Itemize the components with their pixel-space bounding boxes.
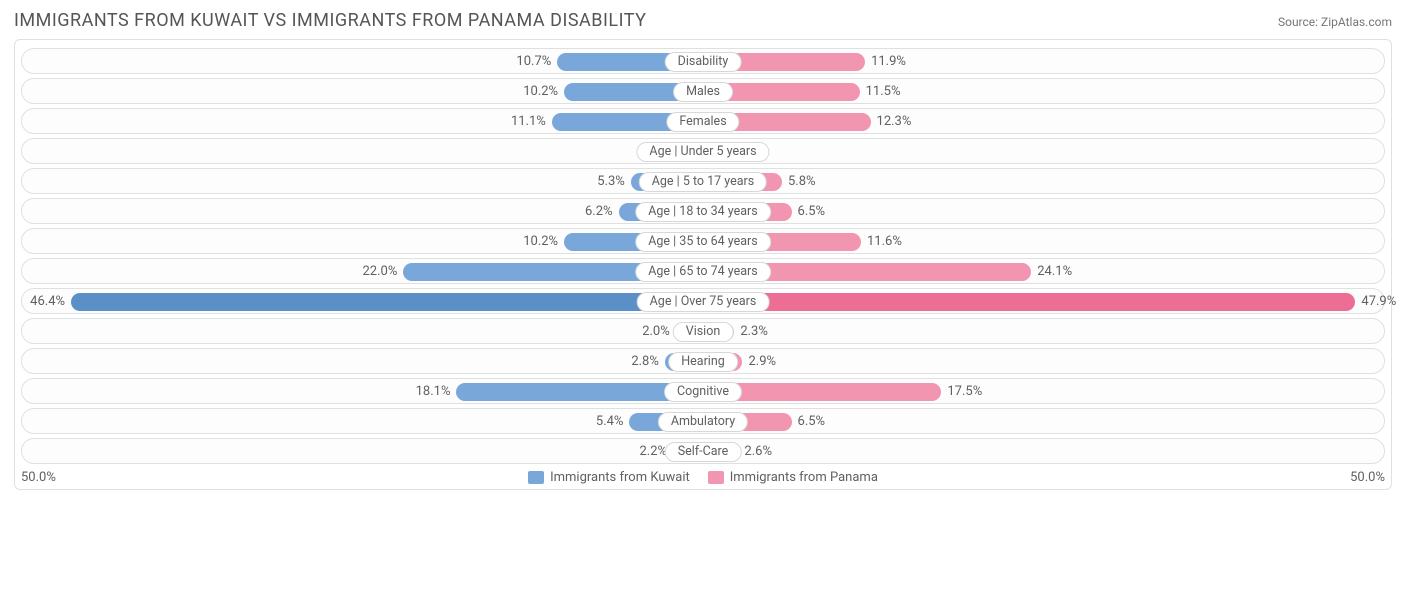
axis-max-left: 50.0% [21,470,56,485]
value-label-left: 22.0% [363,259,398,285]
value-label-right: 2.3% [740,319,768,345]
chart-row: 5.3% 5.8% Age | 5 to 17 years [15,166,1391,196]
axis-max-right: 50.0% [1350,470,1385,485]
chart-row: 2.2% 2.6%Self-Care [15,436,1391,466]
chart-row: 10.7% 11.9% Disability [15,46,1391,76]
value-label-left: 10.2% [523,79,558,105]
value-label-right: 2.9% [748,349,776,375]
chart-row-track: 2.2% 2.6%Self-Care [21,438,1385,464]
chart-row: 10.2% 11.5% Males [15,76,1391,106]
chart-title: IMMIGRANTS FROM KUWAIT VS IMMIGRANTS FRO… [14,10,646,31]
value-label-left: 2.2% [639,439,667,465]
chart-row-track: 10.2% 11.5% Males [21,78,1385,104]
value-label-left: 2.0% [642,319,670,345]
category-label: Age | Over 75 years [637,292,770,312]
chart-source: Source: ZipAtlas.com [1278,15,1392,29]
value-label-left: 46.4% [30,289,65,315]
chart-row-track: 46.4%47.9%Age | Over 75 years [21,288,1385,314]
chart-row: 22.0% 24.1% Age | 65 to 74 years [15,256,1391,286]
bar-right [703,293,1355,311]
chart-row-track: 18.1% 17.5% Cognitive [21,378,1385,404]
chart-row: 6.2% 6.5% Age | 18 to 34 years [15,196,1391,226]
legend-swatch [528,471,544,484]
chart-row-track: 2.0% 2.3% Vision [21,318,1385,344]
chart-row-track: 2.8% 2.9% Hearing [21,348,1385,374]
bar-left [71,293,703,311]
value-label-right: 11.9% [871,49,906,75]
chart-header: IMMIGRANTS FROM KUWAIT VS IMMIGRANTS FRO… [14,10,1392,31]
value-label-left: 2.8% [631,349,659,375]
chart-row: 5.4% 6.5% Ambulatory [15,406,1391,436]
value-label-right: 6.5% [798,199,826,225]
category-label: Hearing [668,352,738,372]
legend-item: Immigrants from Kuwait [528,470,690,485]
chart-row: 1.2%1.2%Age | Under 5 years [15,136,1391,166]
category-label: Self-Care [665,442,742,462]
value-label-right: 12.3% [877,109,912,135]
category-label: Vision [673,322,734,342]
source-name: ZipAtlas.com [1321,15,1392,29]
category-label: Age | 5 to 17 years [639,172,767,192]
value-label-left: 5.3% [597,169,625,195]
chart-row-track: 6.2% 6.5% Age | 18 to 34 years [21,198,1385,224]
value-label-left: 11.1% [511,109,546,135]
chart-row: 2.8% 2.9% Hearing [15,346,1391,376]
chart-row: 18.1% 17.5% Cognitive [15,376,1391,406]
value-label-right: 47.9% [1361,289,1396,315]
category-label: Cognitive [664,382,742,402]
chart-row-track: 11.1% 12.3% Females [21,108,1385,134]
legend-item: Immigrants from Panama [708,470,878,485]
chart-row: 11.1% 12.3% Females [15,106,1391,136]
value-label-right: 6.5% [798,409,826,435]
value-label-right: 11.5% [866,79,901,105]
value-label-right: 2.6% [744,439,772,465]
chart-row: 2.0% 2.3% Vision [15,316,1391,346]
legend-label: Immigrants from Panama [730,470,878,485]
chart-row-track: 5.4% 6.5% Ambulatory [21,408,1385,434]
category-label: Age | 18 to 34 years [635,202,771,222]
chart-area: 10.7% 11.9% Disability 10.2% 11.5% Males 11.1%… [14,39,1392,490]
value-label-right: 5.8% [788,169,816,195]
value-label-right: 11.6% [867,229,902,255]
source-label: Source: [1278,15,1321,29]
value-label-right: 17.5% [947,379,982,405]
legend-swatch [708,471,724,484]
legend-label: Immigrants from Kuwait [550,470,690,485]
chart-row-track: 5.3% 5.8% Age | 5 to 17 years [21,168,1385,194]
chart-row-track: 10.2% 11.6% Age | 35 to 64 years [21,228,1385,254]
value-label-left: 10.2% [523,229,558,255]
category-label: Age | 65 to 74 years [635,262,771,282]
chart-row: 46.4%47.9%Age | Over 75 years [15,286,1391,316]
category-label: Males [673,82,733,102]
chart-footer: 50.0%Immigrants from KuwaitImmigrants fr… [15,466,1391,485]
value-label-left: 18.1% [416,379,451,405]
value-label-left: 6.2% [585,199,613,225]
category-label: Disability [665,52,742,72]
category-label: Age | Under 5 years [636,142,769,162]
value-label-left: 5.4% [596,409,624,435]
category-label: Females [666,112,739,132]
chart-row-track: 22.0% 24.1% Age | 65 to 74 years [21,258,1385,284]
value-label-right: 24.1% [1037,259,1072,285]
chart-row-track: 1.2%1.2%Age | Under 5 years [21,138,1385,164]
category-label: Age | 35 to 64 years [635,232,771,252]
chart-row: 10.2% 11.6% Age | 35 to 64 years [15,226,1391,256]
chart-row-track: 10.7% 11.9% Disability [21,48,1385,74]
value-label-left: 10.7% [516,49,551,75]
category-label: Ambulatory [658,412,748,432]
chart-legend: Immigrants from Kuwait Immigrants from Pa… [528,470,878,485]
